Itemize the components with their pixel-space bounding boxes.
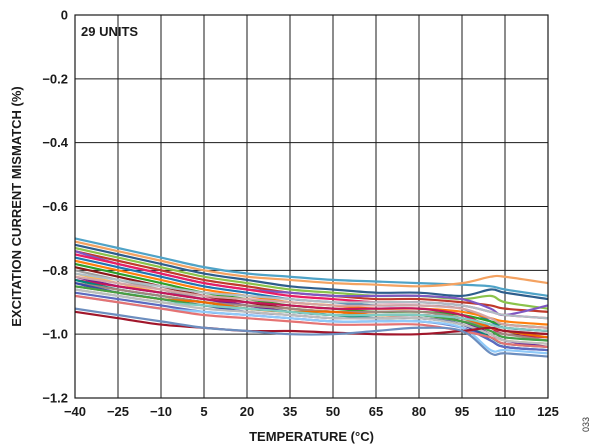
x-tick-label: 5 [200,404,207,419]
series-line-14 [74,272,549,320]
y-tick-label: −0.4 [42,135,68,150]
y-tick-labels: 0 −0.2 −0.4 −0.6 −0.8 −1.0 −1.2 [42,8,68,406]
y-tick-label: −0.8 [42,263,68,278]
series-line-1 [74,237,549,297]
figure-id: 033 [581,417,591,432]
series-line-4 [74,246,549,310]
x-tick-label: 50 [326,404,340,419]
x-tick-label: −40 [64,404,86,419]
x-tick-label: 35 [283,404,297,419]
x-tick-label: 20 [240,404,254,419]
x-tick-label: 65 [369,404,383,419]
series-line-29 [74,307,549,358]
x-tick-labels: −40 −25 −10 5 20 35 50 65 80 95 110 125 [64,404,559,419]
series-line-3 [74,243,549,301]
series-line-24 [74,288,549,345]
x-tick-label: 125 [537,404,559,419]
x-tick-label: −10 [150,404,172,419]
x-tick-label: 95 [455,404,469,419]
x-axis-title: TEMPERATURE (°C) [249,429,374,444]
y-tick-label: −0.2 [42,71,68,86]
y-axis-title: EXCITATION CURRENT MISMATCH (%) [9,86,24,326]
series-line-2 [74,240,549,288]
series-line-27 [74,294,549,349]
y-tick-label: −0.6 [42,199,68,214]
series-lines [74,237,549,358]
units-annotation: 29 UNITS [81,24,138,39]
series-line-28 [74,310,549,336]
y-tick-label: −1.2 [42,391,68,406]
series-line-16 [74,275,549,329]
x-tick-label: 110 [495,404,516,419]
plot-frame [74,14,549,399]
x-tick-label: 80 [412,404,426,419]
x-tick-label: −25 [107,404,129,419]
y-tick-label: −1.0 [42,327,68,342]
y-tick-label: 0 [61,8,68,23]
